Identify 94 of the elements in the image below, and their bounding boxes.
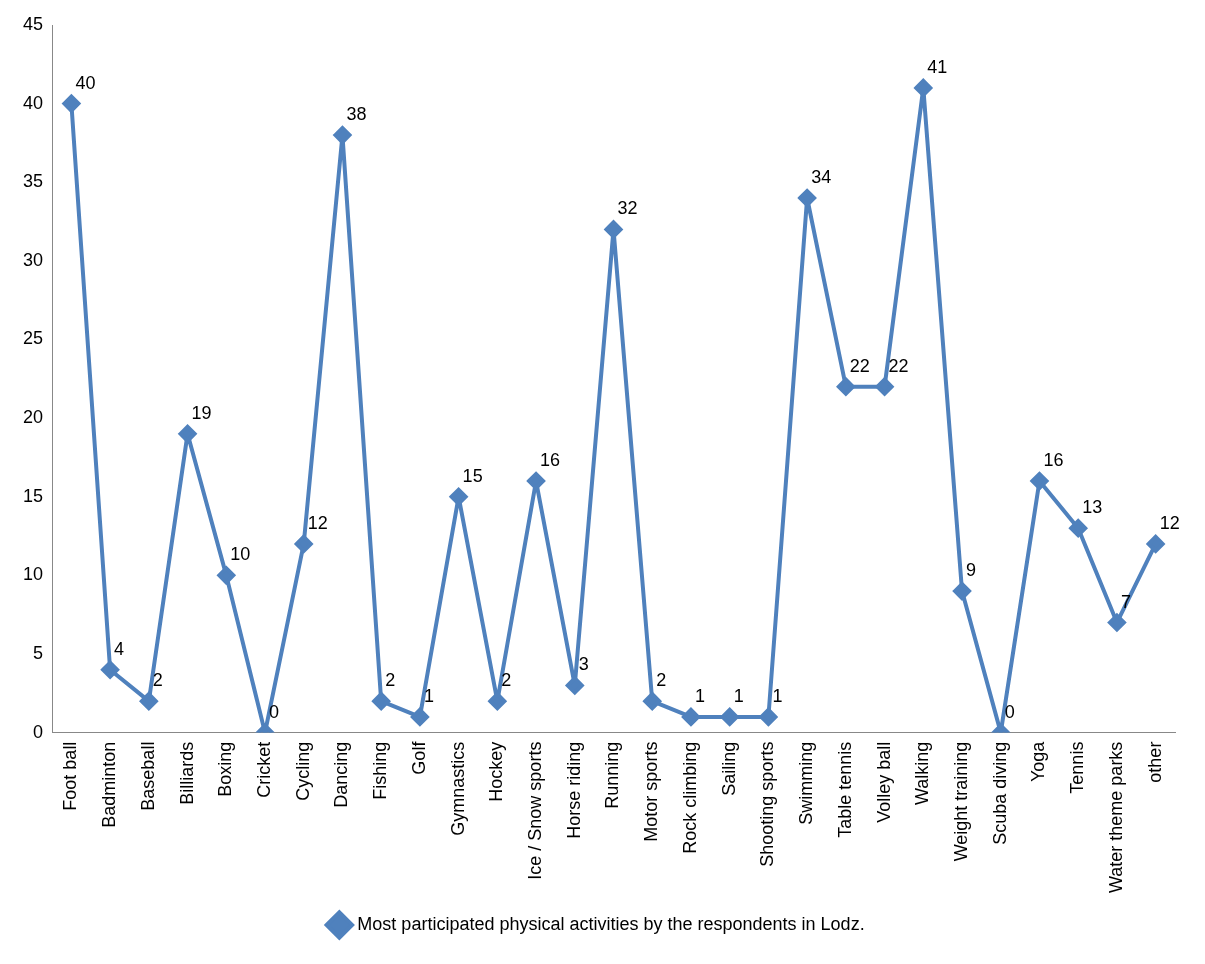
x-tick-label: Swimming xyxy=(796,741,817,825)
y-tick-label: 35 xyxy=(22,171,44,192)
point xyxy=(101,660,120,679)
data-label: 16 xyxy=(1043,449,1064,470)
x-tick-label: other xyxy=(1144,741,1165,783)
x-tick-label: Boxing xyxy=(215,741,236,797)
data-label: 12 xyxy=(1159,512,1180,533)
y-tick-label: 10 xyxy=(22,564,44,585)
point xyxy=(681,707,700,726)
data-label: 34 xyxy=(811,166,832,187)
point xyxy=(798,188,817,207)
y-tick-label: 0 xyxy=(33,721,44,742)
data-label: 2 xyxy=(656,670,667,691)
x-tick-label: Horse riding xyxy=(563,741,584,839)
y-tick-label: 40 xyxy=(22,92,44,113)
point xyxy=(410,707,429,726)
x-tick-label: Gymnastics xyxy=(447,741,468,836)
legend-label: Most participated physical activities by the respondents in Lodz. xyxy=(357,913,865,934)
point xyxy=(1107,613,1126,632)
point xyxy=(1146,534,1165,553)
point xyxy=(643,692,662,711)
x-tick-label: Cricket xyxy=(253,741,274,798)
point xyxy=(953,582,972,601)
x-tick-label: Running xyxy=(602,741,623,809)
data-label: 13 xyxy=(1082,497,1103,518)
point xyxy=(294,534,313,553)
data-label: 12 xyxy=(307,512,328,533)
x-tick-label: Ice / Snow sports xyxy=(525,741,546,880)
point xyxy=(759,707,778,726)
data-label: 4 xyxy=(114,638,125,659)
data-label: 9 xyxy=(966,560,977,581)
data-label: 15 xyxy=(462,465,483,486)
x-tick-label: Cycling xyxy=(292,741,313,801)
data-label: 22 xyxy=(888,355,909,376)
point xyxy=(604,220,623,239)
data-label: 1 xyxy=(772,685,783,706)
point xyxy=(449,487,468,506)
data-label: 22 xyxy=(849,355,870,376)
point xyxy=(914,78,933,97)
x-tick-label: Yoga xyxy=(1028,740,1049,783)
data-label: 1 xyxy=(423,685,434,706)
point xyxy=(720,707,739,726)
data-label: 41 xyxy=(927,56,948,77)
y-tick-label: 15 xyxy=(22,485,44,506)
y-tick-label: 30 xyxy=(22,249,44,270)
x-tick-label: Sailing xyxy=(718,741,739,796)
point xyxy=(488,692,507,711)
data-label: 2 xyxy=(385,670,396,691)
point xyxy=(565,676,584,695)
data-label: 3 xyxy=(578,654,589,675)
x-tick-label: Fishing xyxy=(370,741,391,800)
x-tick-label: Golf xyxy=(408,740,429,775)
point xyxy=(217,566,236,585)
data-label: 0 xyxy=(1004,701,1015,722)
data-label: 10 xyxy=(230,544,251,565)
point xyxy=(1030,472,1049,491)
data-label: 40 xyxy=(75,72,96,93)
x-tick-label: Hockey xyxy=(486,741,507,802)
point xyxy=(836,377,855,396)
x-tick-label: Tennis xyxy=(1067,741,1088,794)
point xyxy=(875,377,894,396)
x-tick-label: Scuba diving xyxy=(989,741,1010,845)
y-tick-label: 20 xyxy=(22,407,44,428)
data-label: 1 xyxy=(733,685,744,706)
x-tick-label: Weight training xyxy=(950,741,971,862)
x-tick-label: Foot ball xyxy=(60,741,81,811)
y-tick-label: 45 xyxy=(22,13,44,34)
data-label: 2 xyxy=(152,670,163,691)
y-tick-label: 25 xyxy=(22,328,44,349)
x-tick-label: Volley ball xyxy=(873,741,894,823)
point xyxy=(62,94,81,113)
data-label: 7 xyxy=(1120,591,1131,612)
data-label: 2 xyxy=(501,670,512,691)
point xyxy=(1069,519,1088,538)
point xyxy=(333,126,352,145)
point xyxy=(139,692,158,711)
x-tick-label: Rock climbing xyxy=(679,741,700,854)
data-label: 19 xyxy=(191,402,212,423)
data-label: 1 xyxy=(694,685,705,706)
data-label: 32 xyxy=(617,198,638,219)
y-tick-label: 5 xyxy=(33,642,44,663)
x-tick-label: Table tennis xyxy=(834,741,855,838)
point xyxy=(372,692,391,711)
x-tick-label: Motor sports xyxy=(641,741,662,842)
point xyxy=(178,424,197,443)
x-tick-label: Shooting sports xyxy=(757,741,778,867)
x-tick-label: Baseball xyxy=(137,741,158,811)
x-tick-label: Walking xyxy=(912,741,933,805)
data-label: 16 xyxy=(540,449,561,470)
x-tick-label: Water theme parks xyxy=(1105,741,1126,894)
data-label: 38 xyxy=(346,104,367,125)
x-tick-label: Billiards xyxy=(176,741,197,805)
x-tick-label: Dancing xyxy=(331,741,352,808)
x-tick-label: Badminton xyxy=(99,741,120,828)
